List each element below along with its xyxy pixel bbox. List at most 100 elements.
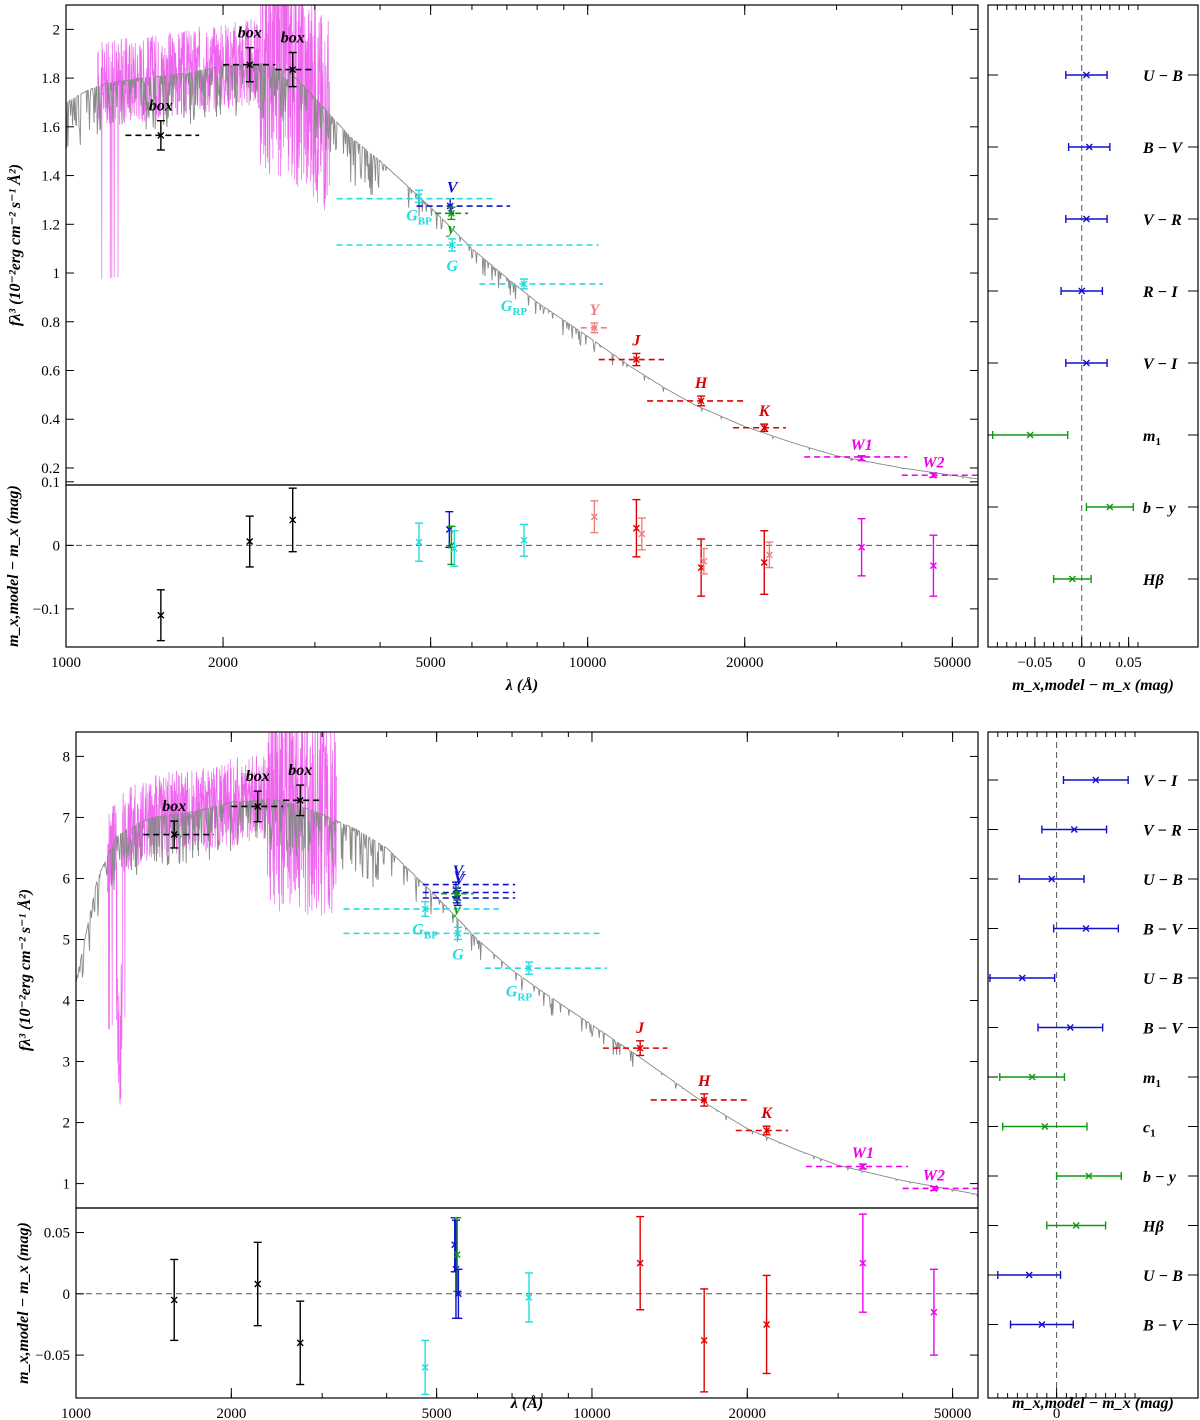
data-marker [590,324,598,332]
data-marker [525,964,533,972]
color-index-row: R − I [988,284,1198,301]
data-marker [289,516,297,524]
data-marker [760,559,768,567]
color-index-row: b − y [988,500,1198,517]
residual-panel-frame [65,484,979,648]
residual-point [454,1268,463,1320]
data-marker [1082,71,1090,79]
photometry-point-y [435,206,469,221]
x-tick-label: 0 [1078,655,1086,671]
y-tick-label: 3 [63,1055,71,1071]
residual-point [415,522,424,562]
data-marker [170,831,178,839]
data-marker [632,524,640,532]
residual-point [929,534,938,597]
y-tick-label: 0.05 [44,1226,70,1242]
data-marker [448,241,456,249]
color-index-row: V − I [988,356,1198,373]
data-marker [254,1280,262,1288]
x-tick-label: 1000 [61,1406,91,1420]
residual-y-axis-label: m_x,model − m_x (mag) [5,485,22,647]
residual-point [170,1258,179,1342]
photometry-point-w2 [902,1184,978,1192]
color-index-row: B − V [988,922,1198,939]
y-tick-label: 2 [63,1116,71,1132]
residual-point [520,523,529,557]
color-index-row: V − R [988,823,1198,840]
y-tick-label: 5 [63,932,71,948]
residual-point [156,589,165,642]
band-label: W2 [923,1168,945,1185]
data-marker [700,1336,708,1344]
residual-point [253,1241,262,1327]
data-marker [638,530,646,538]
y-tick-label: 0 [53,538,61,554]
y-tick-label: 1.8 [41,71,60,87]
figure-1: box box box Vy GBP G GRP Y J H K W1 W2 0.2 0.4 0.6 0.8 1 1… [5,4,1199,694]
band-label: V [454,872,466,889]
residual-point [700,1288,709,1393]
photometry-point-v [416,198,511,215]
band-label: W2 [922,454,944,471]
y-tick-label: 7 [63,810,71,826]
band-label: box [281,30,305,47]
data-marker [858,454,866,462]
y-tick-label: 0.4 [41,412,60,428]
residual-point [699,547,708,575]
x-axis-label: λ (Å) [505,676,538,694]
data-marker [1025,1271,1033,1279]
data-marker [296,796,304,804]
x-tick-label: 10000 [569,655,607,671]
color-index-label: U − B [1143,68,1183,85]
sed-y-axis-label: fλ³ (10⁻²erg cm⁻² s⁻¹ Å²) [6,164,24,326]
x-tick-label: 0.05 [1116,655,1142,671]
x-tick-label: 10000 [573,1406,611,1420]
band-label: G [446,258,458,275]
photometry-point-box [223,46,276,83]
data-marker [697,397,705,405]
data-marker [157,131,165,139]
sed-panel-plot [66,5,978,480]
color-index-row: U − B [988,971,1198,988]
data-marker [246,61,254,69]
data-marker [700,557,708,565]
y-tick-label: 1 [63,1177,71,1193]
x-tick-label: 20000 [729,1406,767,1420]
photometry-point-j [602,1040,668,1057]
band-label: J [635,1020,645,1037]
data-marker [1072,1222,1080,1229]
data-marker [697,564,705,572]
x-tick-label: 0 [1053,1406,1061,1420]
data-marker [590,513,598,521]
band-label: G [452,946,464,963]
y-tick-label: 1.2 [41,217,60,233]
x-tick-label: 5000 [422,1406,452,1420]
band-label: Y [589,302,600,319]
residual-point [857,517,866,577]
color-index-label: R − I [1142,284,1178,301]
color-panel-x-axis-label: m_x,model − m_x (mag) [1012,677,1174,694]
color-index-label: V − R [1143,212,1182,229]
data-marker [453,890,461,898]
data-marker [1092,776,1100,784]
data-marker [859,1163,867,1170]
sed-panel-plot [76,732,978,1198]
data-marker [636,1044,644,1052]
data-marker [763,1320,771,1328]
data-marker [1026,431,1034,439]
residual-point [288,487,297,553]
data-marker [1068,575,1076,583]
photometry-point-box [231,790,284,823]
color-panel-x-axis-label: m_x,model − m_x (mag) [1012,1395,1174,1412]
band-label: y [446,220,456,237]
data-marker [930,1308,938,1316]
color-index-label: b − y [1143,500,1177,517]
x-tick-label: 2000 [216,1406,246,1420]
data-marker [157,611,165,619]
y-tick-label: 1.6 [41,120,60,136]
sed-y-axis-label: fλ³ (10⁻²erg cm⁻² s⁻¹ Å²) [16,889,34,1051]
data-marker [450,545,458,553]
residual-point [590,500,599,534]
